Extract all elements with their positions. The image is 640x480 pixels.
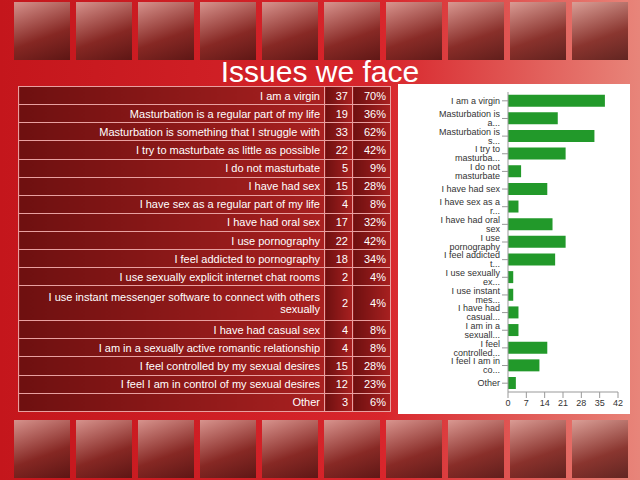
html-text:Issues we face: Issues we face xyxy=(220,55,420,88)
svg-text:I do notmasturbate: I do notmasturbate xyxy=(455,162,501,181)
svg-text:I feelcontrolled...: I feelcontrolled... xyxy=(453,339,500,358)
html-text:32%: 32% xyxy=(364,216,386,229)
html-text:62%: 62% xyxy=(364,125,386,138)
html-text:I have had sex: I have had sex xyxy=(248,180,320,193)
html-text:42%: 42% xyxy=(364,234,386,247)
html-text:70%: 70% xyxy=(364,89,386,102)
svg-text:I have hadcasual...: I have hadcasual... xyxy=(458,303,500,322)
svg-text:Other: Other xyxy=(477,378,500,388)
svg-text:0: 0 xyxy=(505,398,510,408)
html-text:6%: 6% xyxy=(370,396,386,409)
svg-text:7: 7 xyxy=(524,398,529,408)
html-text:28%: 28% xyxy=(364,360,386,372)
html-text:23%: 23% xyxy=(364,378,386,391)
html-text:I do not masturbate: I do not masturbate xyxy=(225,162,320,175)
html-text:I am in a sexually active roma: I am in a sexually active romantic relat… xyxy=(98,341,320,354)
html-text:I have had casual sex: I have had casual sex xyxy=(213,323,320,336)
html-text:4: 4 xyxy=(341,323,348,336)
html-text:8%: 8% xyxy=(370,341,386,354)
svg-text:35: 35 xyxy=(595,398,605,408)
svg-text:I am in asexuall...: I am in asexuall... xyxy=(464,321,500,340)
svg-text:I am a virgin: I am a virgin xyxy=(451,96,500,106)
html-text:5: 5 xyxy=(341,162,348,175)
html-text:I try to masturbate as little: I try to masturbate as little as possibl… xyxy=(136,143,320,156)
html-text:4: 4 xyxy=(341,341,348,354)
html-text:15: 15 xyxy=(335,180,348,193)
html-text:I use sexually explicit intern: I use sexually explicit internet chat ro… xyxy=(119,270,320,283)
html-text:4%: 4% xyxy=(370,297,386,310)
html-text:9%: 9% xyxy=(370,162,386,175)
html-text:8%: 8% xyxy=(370,198,386,211)
html-text:22: 22 xyxy=(335,143,348,156)
svg-text:I have had oralsex: I have had oralsex xyxy=(440,215,500,234)
html-text:18: 18 xyxy=(335,252,348,265)
svg-text:28: 28 xyxy=(576,398,586,408)
html-text:I feel I am in control of my s: I feel I am in control of my sexual desi… xyxy=(120,378,320,391)
html-text:I am a virgin: I am a virgin xyxy=(260,89,320,102)
html-text:Masturbation is a regular part: Masturbation is a regular part of my lif… xyxy=(129,107,320,120)
html-text:34%: 34% xyxy=(364,252,386,265)
svg-text:I usepornography: I usepornography xyxy=(449,233,500,252)
html-text:Other: Other xyxy=(292,396,320,409)
html-text:12: 12 xyxy=(335,378,348,391)
svg-text:Masturbation isa...: Masturbation isa... xyxy=(439,109,501,128)
html-text:I use pornography: I use pornography xyxy=(231,234,320,247)
html-text:17: 17 xyxy=(335,216,348,229)
html-text:Masturbation is something that: Masturbation is something that I struggl… xyxy=(99,125,320,138)
svg-text:I feel addictedt...: I feel addictedt... xyxy=(444,250,500,269)
html-text:I use instant messenger softwa: I use instant messenger software to conn… xyxy=(48,291,320,316)
html-text:I have had oral sex: I have had oral sex xyxy=(227,216,320,229)
html-text:22: 22 xyxy=(335,234,348,247)
html-text:I feel addicted to pornography: I feel addicted to pornography xyxy=(174,252,320,265)
html-text:4: 4 xyxy=(341,198,348,211)
html-text:36%: 36% xyxy=(364,107,386,120)
html-text:33: 33 xyxy=(335,125,348,138)
html-text:28%: 28% xyxy=(364,180,386,193)
html-text:I feel controlled by my sexual: I feel controlled by my sexual desires xyxy=(139,360,320,372)
svg-text:I have sex as ar...: I have sex as ar... xyxy=(439,197,500,216)
html-text:15: 15 xyxy=(335,360,348,372)
html-text:42%: 42% xyxy=(364,143,386,156)
svg-text:I use instantmes...: I use instantmes... xyxy=(451,286,500,305)
html-text:2: 2 xyxy=(341,297,348,310)
html-text:8%: 8% xyxy=(370,323,386,336)
svg-text:I have had sex: I have had sex xyxy=(441,184,500,194)
html-text:2: 2 xyxy=(341,270,348,283)
html-text:19: 19 xyxy=(335,107,348,120)
svg-text:I use sexuallyex...: I use sexuallyex... xyxy=(445,268,500,287)
svg-text:42: 42 xyxy=(613,398,623,408)
html-text:37: 37 xyxy=(335,89,348,102)
svg-text:14: 14 xyxy=(540,398,550,408)
html-text:3: 3 xyxy=(341,396,348,409)
html-text:I have sex as a regular part o: I have sex as a regular part of my life xyxy=(139,198,320,211)
html-text:4%: 4% xyxy=(370,270,386,283)
svg-text:I try tomasturba...: I try tomasturba... xyxy=(455,144,500,163)
svg-text:Masturbation iss...: Masturbation iss... xyxy=(439,127,501,146)
svg-text:I feel I am inco...: I feel I am inco... xyxy=(451,356,500,375)
svg-text:21: 21 xyxy=(558,398,568,408)
